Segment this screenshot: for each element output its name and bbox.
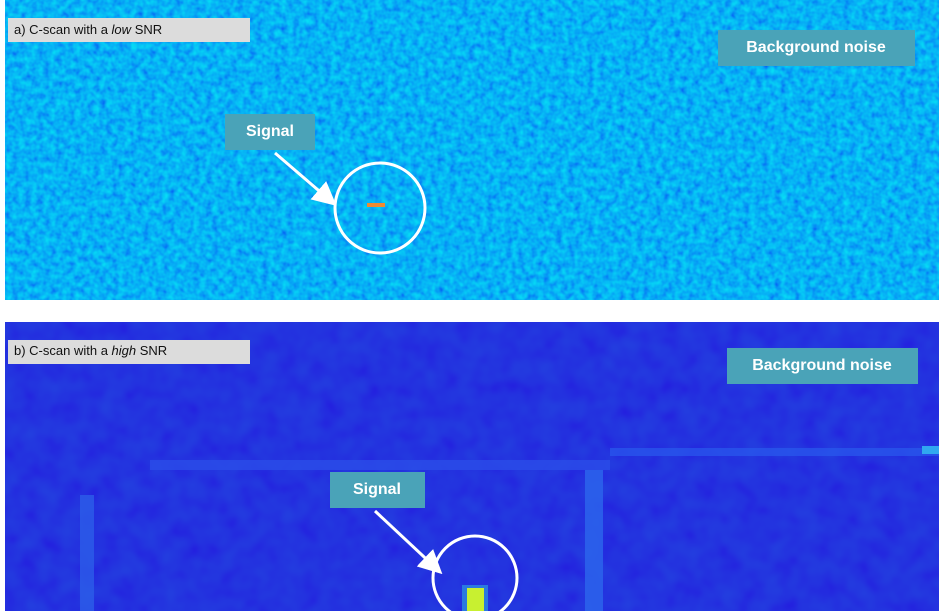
label-emphasis: high — [112, 343, 137, 358]
signal-spot — [367, 203, 385, 207]
signal-tag: Signal — [246, 123, 294, 140]
signal-tag-box — [225, 114, 315, 150]
label-suffix: SNR — [140, 343, 167, 358]
panel-a: a) C-scan with a low SNR Background nois… — [5, 0, 939, 300]
signal-spot — [467, 588, 484, 611]
streak — [922, 446, 939, 454]
label-emphasis: low — [112, 22, 133, 37]
arrow — [373, 509, 443, 575]
panel-label: b) C-scan with a high SNR — [14, 343, 167, 358]
signal-tag: Signal — [353, 481, 401, 498]
streak — [80, 495, 94, 611]
noise-tag: Background noise — [752, 357, 892, 374]
noise-tag-box — [718, 30, 915, 66]
noise-tag-box — [727, 348, 918, 384]
panel-label-box — [8, 18, 250, 42]
label-prefix: b) C-scan with a — [14, 343, 109, 358]
signal-tag-box — [330, 472, 425, 508]
arrow — [274, 151, 337, 206]
streak — [585, 470, 603, 611]
panel-label: a) C-scan with a low SNR — [14, 22, 162, 37]
streak — [610, 448, 939, 456]
panel-label-box — [8, 340, 250, 364]
label-suffix: SNR — [135, 22, 162, 37]
panel-b: b) C-scan with a high SNR Background noi… — [5, 322, 939, 611]
label-prefix: a) C-scan with a — [14, 22, 109, 37]
signal-circle — [333, 161, 427, 255]
noise-tag: Background noise — [746, 39, 886, 56]
signal-circle — [431, 534, 519, 611]
streak — [150, 460, 610, 470]
